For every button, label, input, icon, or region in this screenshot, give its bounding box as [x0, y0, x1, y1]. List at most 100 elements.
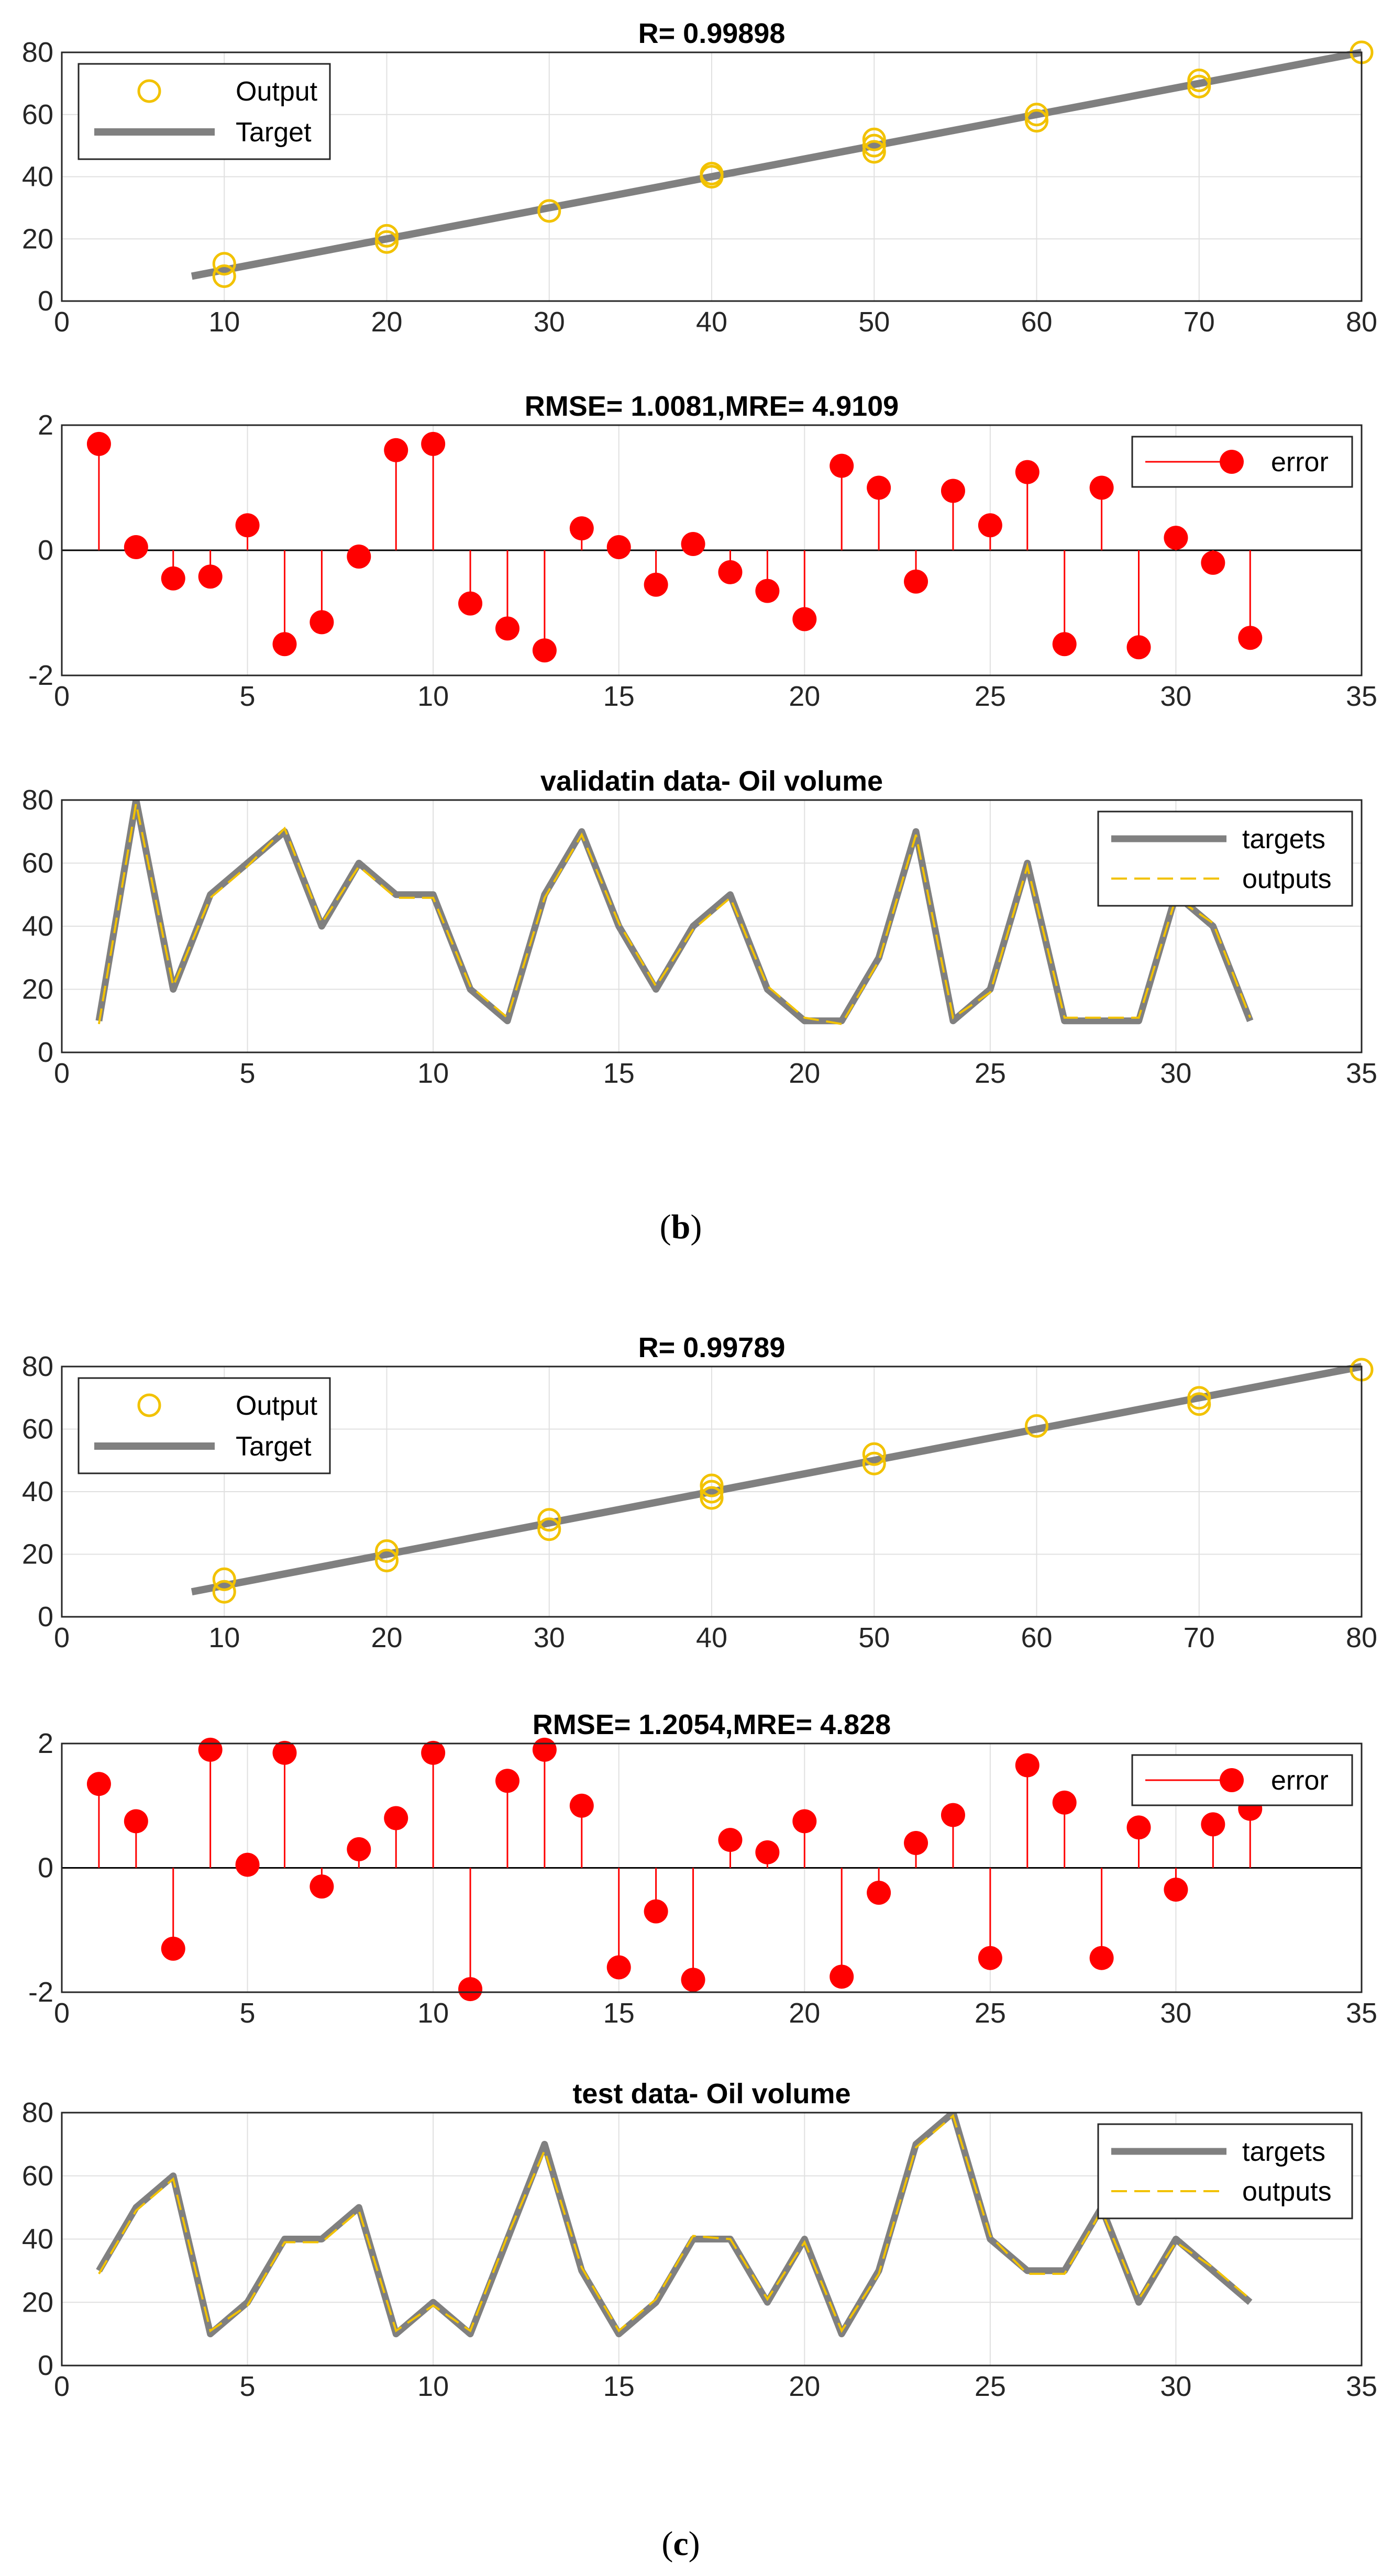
series-outputs-line: [98, 2114, 1251, 2333]
error-point: [495, 1769, 519, 1793]
error-point: [421, 431, 446, 456]
error-point: [347, 544, 371, 569]
legend: error: [1131, 436, 1353, 488]
x-tick-label: 20: [371, 306, 402, 338]
legend-output-marker: [137, 1393, 161, 1417]
x-tick-label: 60: [1021, 1622, 1052, 1653]
legend-targets-label: targets: [1242, 2137, 1325, 2167]
plot-marks: [95, 800, 1254, 1025]
y-tick-label: 80: [22, 1351, 53, 1382]
legend-box: [1097, 810, 1353, 907]
error-point: [495, 616, 519, 641]
error-point: [1164, 1878, 1188, 1902]
chart-title: R= 0.99898: [638, 18, 786, 49]
legend-outputs-label: outputs: [1242, 864, 1332, 894]
y-tick-label: 2: [38, 1728, 53, 1759]
chart-title: test data- Oil volume: [572, 2078, 850, 2109]
output-point: [537, 1508, 561, 1532]
error-point: [235, 1852, 260, 1877]
x-tick-label: 30: [1160, 2371, 1191, 2402]
y-tick-label: 60: [22, 2160, 53, 2192]
chart-b_series: 0 5 10 15 20 25 30 35 0 20 40 60 80 validatin data- O…: [22, 765, 1377, 1089]
axes-box: [61, 2112, 1363, 2367]
error-point: [309, 1874, 334, 1899]
error-point: [1052, 632, 1077, 657]
output-point: [212, 1580, 236, 1604]
x-tick-label: 20: [789, 1997, 820, 2029]
y-tick-label: 60: [22, 99, 53, 130]
legend-output-label: Output: [236, 1391, 318, 1421]
x-tick-label: 35: [1346, 1997, 1377, 2029]
error-point: [904, 1831, 928, 1855]
error-point: [532, 638, 557, 663]
target-line: [191, 49, 1363, 280]
x-tick-label: 50: [858, 306, 890, 338]
legend-target-label: Target: [236, 117, 312, 148]
output-point: [375, 224, 399, 248]
x-tick-label: 10: [417, 2371, 449, 2402]
error-point: [792, 1809, 817, 1834]
error-point: [644, 1899, 668, 1924]
y-tick-label: 40: [22, 161, 53, 193]
error-point: [384, 1806, 408, 1830]
y-tick-label: 40: [22, 1476, 53, 1507]
output-point: [862, 1451, 886, 1475]
error-point: [384, 438, 408, 462]
x-tick-label: 0: [54, 681, 70, 712]
x-tick-label: 0: [54, 1058, 70, 1089]
legend-error-label: error: [1271, 1766, 1329, 1796]
chart-title: RMSE= 1.0081,MRE= 4.9109: [525, 391, 899, 422]
chart-b_regression: 0 10 20 30 40 50 60 70 80 0 20 40 60 80 R= 0.99898 Outp…: [22, 18, 1377, 338]
chart-c_series: 0 5 10 15 20 25 30 35 0 20 40 60 80 test data- Oil vo…: [22, 2078, 1377, 2402]
y-tick-label: 80: [22, 37, 53, 68]
legend-outputs-label: outputs: [1242, 2177, 1332, 2207]
error-point: [272, 1740, 297, 1765]
x-tick-label: 30: [1160, 1997, 1191, 2029]
chart-title: validatin data- Oil volume: [540, 765, 883, 797]
error-point: [532, 1737, 557, 1762]
error-point: [904, 569, 928, 594]
x-tick-label: 50: [858, 1622, 890, 1653]
x-tick-label: 0: [54, 1622, 70, 1653]
error-point: [86, 431, 111, 456]
output-point: [700, 1473, 724, 1497]
error-point: [978, 1946, 1002, 1970]
series-outputs-line: [97, 803, 1252, 1025]
y-tick-label: -2: [28, 660, 53, 691]
error-point: [198, 1737, 223, 1762]
axes-box: [61, 51, 1363, 302]
output-point: [375, 230, 399, 254]
legend-targets-label: targets: [1242, 824, 1325, 854]
error-point: [347, 1837, 371, 1861]
chart-title: RMSE= 1.2054,MRE= 4.828: [533, 1709, 891, 1740]
y-tick-label: 20: [22, 2286, 53, 2318]
error-point: [644, 572, 668, 597]
x-tick-label: 20: [371, 1622, 402, 1653]
x-tick-label: 10: [417, 1997, 449, 2029]
error-point: [941, 1803, 965, 1827]
error-point: [681, 1968, 705, 1992]
error-point: [124, 1809, 148, 1834]
output-point: [212, 264, 236, 288]
axes-box: [61, 799, 1363, 1053]
error-point: [161, 1936, 185, 1961]
legend-output-marker: [137, 79, 161, 103]
error-point: [569, 1793, 594, 1818]
y-tick-label: 80: [22, 2097, 53, 2128]
error-point: [978, 513, 1002, 538]
x-tick-label: 15: [603, 681, 635, 712]
x-tick-label: 15: [603, 2371, 635, 2402]
error-point: [718, 1828, 743, 1852]
x-tick-label: 10: [208, 306, 240, 338]
y-tick-label: 0: [38, 285, 53, 317]
legend: targets outputs: [1097, 2123, 1353, 2219]
y-tick-label: 0: [38, 2350, 53, 2381]
x-tick-label: 5: [240, 1997, 256, 2029]
x-tick-label: 40: [696, 306, 727, 338]
x-tick-label: 40: [696, 1622, 727, 1653]
output-point: [1187, 68, 1211, 92]
error-point: [681, 532, 705, 557]
legend-output-label: Output: [236, 76, 318, 107]
